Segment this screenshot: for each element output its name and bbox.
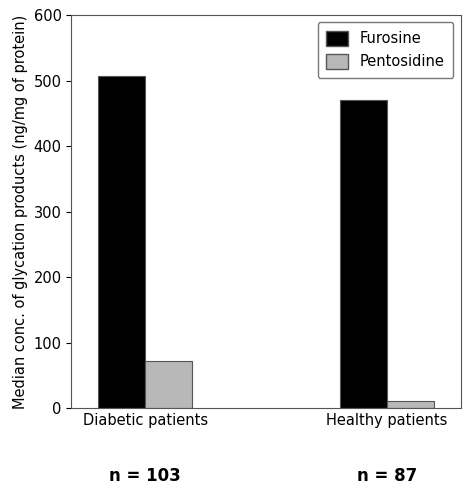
Bar [387, 401, 434, 408]
Bar [340, 100, 387, 408]
Text: n = 103: n = 103 [109, 467, 181, 485]
Bar [98, 76, 145, 408]
Text: n = 87: n = 87 [357, 467, 417, 485]
Legend: Furosine, Pentosidine: Furosine, Pentosidine [318, 22, 454, 78]
Bar [145, 361, 192, 408]
Y-axis label: Median conc. of glycation products (ng/mg of protein): Median conc. of glycation products (ng/m… [13, 14, 28, 409]
